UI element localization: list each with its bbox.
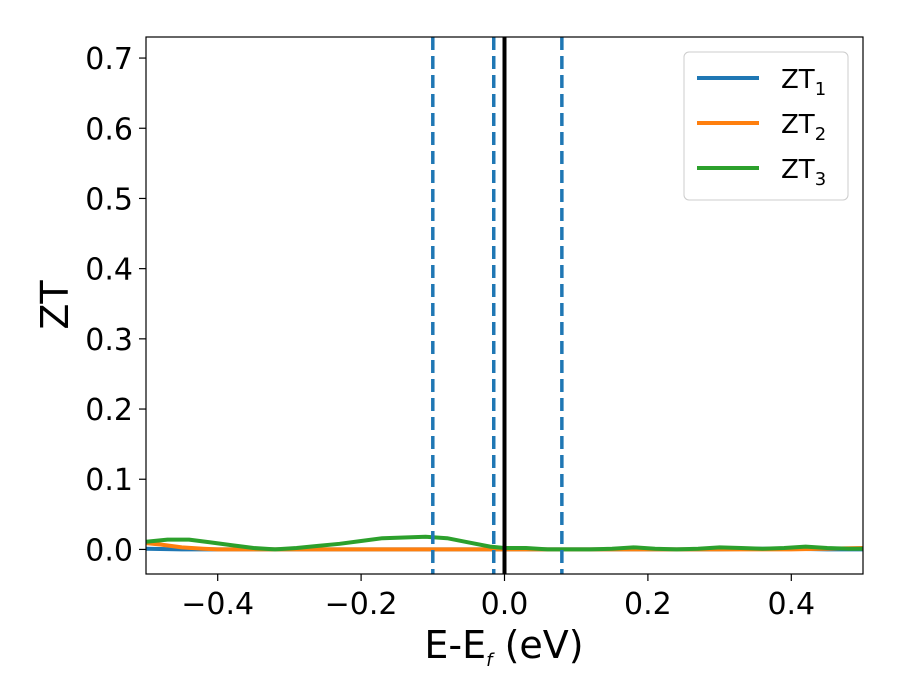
plot-area <box>146 37 863 574</box>
y-tick-label: 0.7 <box>85 42 133 77</box>
y-tick-label: 0.4 <box>85 253 133 288</box>
legend: ZT1 ZT2 ZT3 <box>683 51 849 201</box>
x-axis-title: E-Ef (eV) <box>424 623 583 671</box>
x-tick-label: −0.4 <box>181 587 254 622</box>
legend-box <box>683 51 849 201</box>
x-tick-label: −0.2 <box>325 587 398 622</box>
y-axis-title: ZT <box>33 280 77 330</box>
y-tick-label: 0.2 <box>85 393 133 428</box>
legend-label-zt2: ZT2 <box>781 110 826 145</box>
legend-label-zt1: ZT1 <box>781 65 826 100</box>
y-tick-label: 0.1 <box>85 463 133 498</box>
x-tick-label: 0.4 <box>767 587 815 622</box>
y-tick-label: 0.0 <box>85 533 133 568</box>
y-tick-label: 0.6 <box>85 112 133 147</box>
y-tick-label: 0.5 <box>85 182 133 217</box>
x-tick-label: 0.0 <box>481 587 529 622</box>
y-axis: 0.0 0.1 0.2 0.3 0.4 0.5 0.6 0.7 <box>85 42 146 568</box>
y-tick-label: 0.3 <box>85 323 133 358</box>
x-axis: −0.4 −0.2 0.0 0.2 0.4 <box>181 574 815 622</box>
x-tick-label: 0.2 <box>624 587 672 622</box>
legend-label-zt3: ZT3 <box>781 155 826 190</box>
